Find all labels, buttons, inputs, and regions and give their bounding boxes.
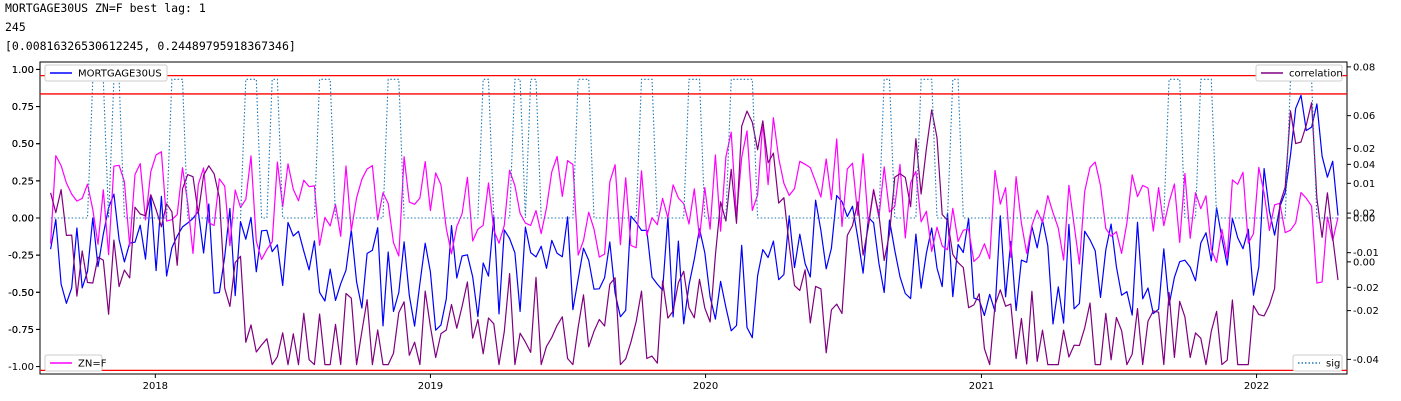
- legend-box: [44, 64, 168, 82]
- y-tick-label-ax2: 0.00: [12, 214, 34, 225]
- y-tick-label-ax1: 0.25: [12, 176, 34, 187]
- legend-label: correlation: [1289, 69, 1343, 80]
- output-line-2: 245: [5, 20, 26, 34]
- y-tick-label-ax2: -1.00: [8, 362, 34, 373]
- y-tick-label-ax1: -0.25: [8, 251, 34, 262]
- y-tick-label-ax2: 0.25: [12, 176, 34, 187]
- y-tick-label-ax3: 0.06: [1353, 111, 1375, 122]
- y-tick-label-ax1: 0.50: [12, 139, 34, 150]
- y-tick-label-ax3: -0.02: [1353, 306, 1379, 317]
- y-tick-label-ax4: 0.01: [1353, 179, 1375, 190]
- legend-box: [1255, 64, 1343, 82]
- y-tick-label-ax3: 0.08: [1353, 62, 1375, 73]
- y-tick-label-ax2: 1.00: [12, 65, 34, 76]
- series-correlation: [50, 102, 1339, 366]
- y-tick-label-ax3: 0.04: [1353, 160, 1375, 171]
- output-line-1: MORTGAGE30US ZN=F best lag: 1: [5, 1, 206, 15]
- series-ZN=F: [50, 117, 1339, 284]
- y-tick-label-ax4: 0.02: [1353, 144, 1375, 155]
- legend-box: [1292, 354, 1343, 372]
- x-tick-label: 2019: [418, 381, 443, 392]
- legend-label: sig: [1326, 359, 1340, 370]
- y-tick-label-ax1: 1.00: [12, 65, 34, 76]
- y-tick-label-ax4: 0.00: [1353, 214, 1375, 225]
- y-tick-label-ax2: 0.50: [12, 139, 34, 150]
- legend-label: ZN=F: [78, 359, 107, 370]
- x-tick-label: 2018: [143, 381, 168, 392]
- series-MORTGAGE30US: [50, 94, 1339, 339]
- y-tick-label-ax3: 0.00: [1353, 257, 1375, 268]
- x-tick-label: 2020: [693, 381, 718, 392]
- x-tick-label: 2021: [969, 381, 994, 392]
- x-tick-label: 2022: [1244, 381, 1269, 392]
- y-tick-label-ax2: -0.25: [8, 251, 34, 262]
- y-tick-label-ax2: -0.50: [8, 288, 34, 299]
- y-tick-label-ax1: 0.75: [12, 102, 34, 113]
- y-tick-label-ax1: -0.50: [8, 288, 34, 299]
- output-line-3: [0.00816326530612245, 0.2448979591836734…: [5, 39, 296, 53]
- legend-label: MORTGAGE30US: [78, 69, 162, 80]
- y-tick-label-ax1: 0.00: [12, 214, 34, 225]
- y-tick-label-ax1: -0.75: [8, 325, 34, 336]
- y-tick-label-ax2: -0.75: [8, 325, 34, 336]
- y-tick-label-ax2: 0.75: [12, 102, 34, 113]
- legend-box: [44, 354, 103, 372]
- series-sig: [50, 78, 1338, 219]
- y-tick-label-ax3: 0.02: [1353, 209, 1375, 220]
- y-tick-label-ax3: -0.04: [1353, 355, 1379, 366]
- y-tick-label-ax4: -0.02: [1353, 283, 1379, 294]
- y-tick-label-ax4: -0.01: [1353, 248, 1379, 259]
